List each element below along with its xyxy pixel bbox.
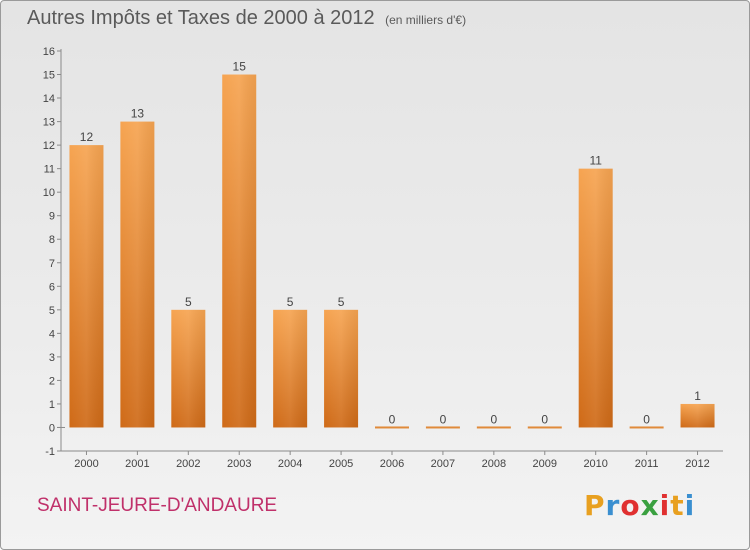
y-tick-label: 2 [49, 375, 55, 387]
bar-value-label: 15 [233, 60, 247, 74]
logo-letter: i [659, 489, 671, 522]
logo-letter: P [584, 489, 606, 522]
logo-letter: r [605, 489, 621, 522]
bar-value-label: 13 [131, 107, 145, 121]
y-tick-label: 16 [43, 46, 55, 58]
y-tick-label: -1 [45, 446, 55, 458]
proxiti-logo: Proxiti [584, 489, 695, 522]
y-tick-label: 15 [43, 70, 55, 82]
y-tick-label: 6 [49, 281, 55, 293]
bar-shine [171, 309, 206, 428]
y-tick-label: 1 [49, 399, 55, 411]
y-tick-label: 4 [49, 328, 55, 340]
bar-value-label: 0 [440, 412, 447, 426]
chart-title-block: Autres Impôts et Taxes de 2000 à 2012 (e… [27, 7, 466, 30]
bar-shine [324, 309, 359, 428]
bar-shine [222, 74, 257, 428]
y-tick-label: 3 [49, 352, 55, 364]
bar-shine [69, 145, 104, 428]
bar-shine [273, 309, 308, 428]
x-tick-label: 2000 [74, 458, 98, 470]
bar-value-label: 0 [491, 412, 498, 426]
x-tick-label: 2011 [635, 458, 659, 470]
bar-shine [578, 168, 613, 428]
y-tick-label: 13 [43, 117, 55, 129]
bars-layer [69, 74, 715, 429]
logo-letter: t [670, 489, 685, 522]
x-tick-label: 2002 [176, 458, 200, 470]
x-tick-label: 2006 [380, 458, 404, 470]
chart-unit: (en milliers d'€) [385, 13, 467, 27]
y-tick-label: 8 [49, 234, 55, 246]
bar-value-label: 0 [541, 412, 548, 426]
x-tick-label: 2003 [227, 458, 251, 470]
y-tick-label: 14 [43, 93, 55, 105]
y-tick-label: 9 [49, 211, 55, 223]
x-tick-label: 2008 [482, 458, 506, 470]
bar-shine [680, 403, 715, 428]
bar-shine [120, 121, 155, 428]
logo-letter: o [620, 489, 641, 522]
y-tick-label: 10 [43, 187, 55, 199]
y-tick-label: 11 [44, 164, 55, 176]
y-tick-label: 5 [49, 305, 55, 317]
x-tick-label: 2010 [583, 458, 607, 470]
bar [476, 426, 511, 429]
logo-letter: x [640, 489, 660, 522]
bar [375, 426, 409, 429]
y-tick-label: 0 [49, 422, 55, 434]
bar-value-label: 1 [694, 389, 701, 403]
bar [425, 426, 460, 429]
y-tick-label: 7 [49, 258, 55, 270]
x-tick-label: 2012 [685, 458, 709, 470]
bar-value-label: 5 [185, 295, 192, 309]
x-tick-label: 2004 [278, 458, 302, 470]
bar [527, 426, 562, 429]
bar [629, 426, 664, 429]
y-tick-label: 12 [43, 140, 55, 152]
labels-layer: 12 2000 13 2001 5 2002 15 2003 5 2004 5 2005 0 2006 0 2… [74, 60, 710, 470]
bar-value-label: 5 [287, 295, 294, 309]
x-tick-label: 2009 [533, 458, 557, 470]
logo-letter: i [684, 489, 696, 522]
bar-value-label: 0 [389, 412, 396, 426]
x-tick-label: 2005 [329, 458, 353, 470]
chart-title: Autres Impôts et Taxes de 2000 à 2012 [27, 7, 375, 29]
x-tick-label: 2001 [125, 458, 149, 470]
bar-value-label: 0 [643, 412, 650, 426]
x-tick-label: 2007 [431, 458, 455, 470]
bar-value-label: 12 [80, 130, 94, 144]
bar-value-label: 5 [338, 295, 345, 309]
bar-value-label: 11 [589, 154, 602, 168]
commune-name: SAINT-JEURE-D'ANDAURE [37, 495, 278, 516]
